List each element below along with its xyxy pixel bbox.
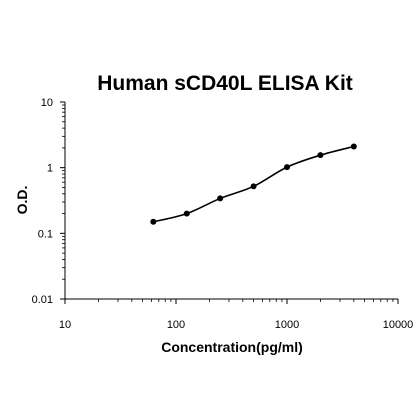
data-point xyxy=(183,210,190,217)
x-axis-label: Concentration(pg/ml) xyxy=(161,339,303,355)
data-point xyxy=(284,164,290,171)
chart-title: Human sCD40L ELISA Kit xyxy=(97,72,353,95)
x-axis-ticks: 10 100 1000 10000 xyxy=(59,299,413,331)
y-tick-label: 0.1 xyxy=(38,228,53,240)
y-tick-label: 10 xyxy=(41,97,53,109)
axes xyxy=(64,102,398,300)
data-point xyxy=(350,143,357,150)
y-tick-label: 0.01 xyxy=(32,294,53,306)
data-point xyxy=(317,152,324,159)
y-axis-label: O.D. xyxy=(14,186,30,215)
x-tick-label: 10 xyxy=(59,319,71,331)
data-point xyxy=(150,218,157,225)
y-tick-label: 1 xyxy=(47,163,53,175)
data-points xyxy=(150,143,357,225)
y-axis-ticks: 10 1 0.1 0.01 xyxy=(32,97,65,306)
data-point xyxy=(250,183,257,190)
x-tick-label: 10000 xyxy=(383,319,414,331)
x-tick-label: 100 xyxy=(167,319,185,331)
data-point xyxy=(217,195,224,202)
x-tick-label: 1000 xyxy=(275,319,299,331)
